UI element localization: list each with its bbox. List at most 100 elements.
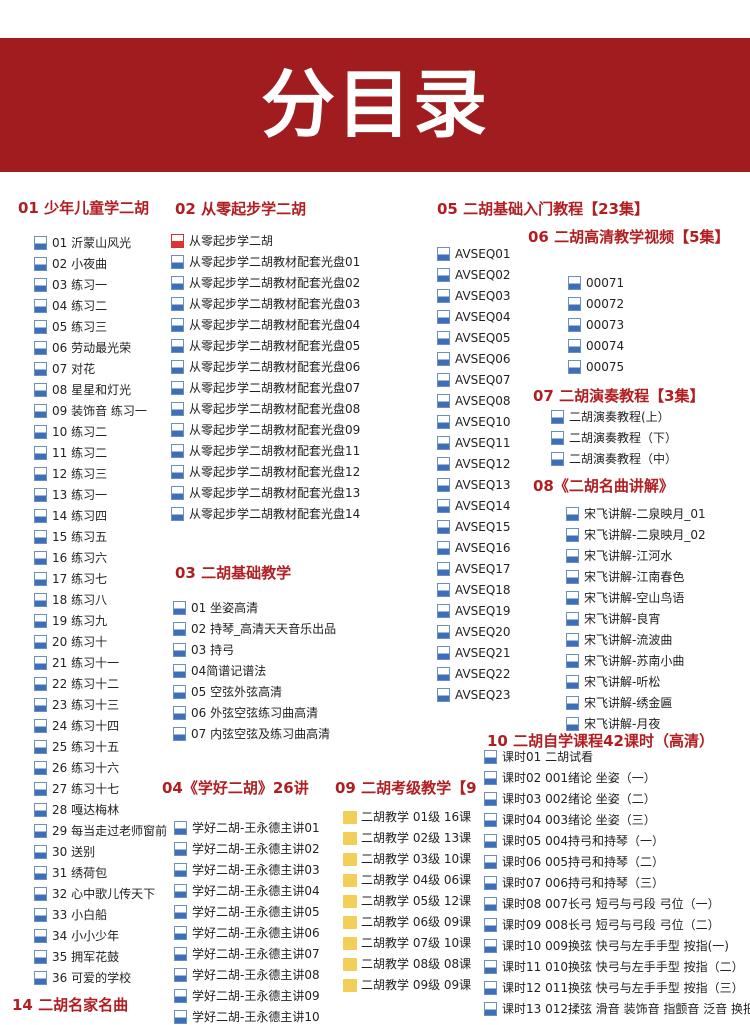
file-icon <box>437 415 450 429</box>
file-icon <box>566 696 579 710</box>
file-name: 30 送别 <box>52 845 96 859</box>
file-name: 07 内弦空弦及练习曲高清 <box>191 727 331 741</box>
file-name: 18 练习八 <box>52 593 108 607</box>
file-icon <box>34 572 47 586</box>
file-name: 17 练习七 <box>52 572 108 586</box>
file-icon <box>34 929 47 943</box>
banner <box>0 38 750 172</box>
file-name: 学好二胡-王永德主讲06 <box>192 926 320 940</box>
file-icon <box>437 667 450 681</box>
file-name: 00071 <box>586 276 625 290</box>
file-name: 从零起步学二胡教材配套光盘02 <box>189 276 361 290</box>
file-icon <box>34 950 47 964</box>
file-name: 二胡教学 08级 08课 <box>361 957 472 971</box>
file-name: 二胡教学 02级 13课 <box>361 831 472 845</box>
file-icon <box>34 404 47 418</box>
file-name: 宋飞讲解-听松 <box>584 675 661 689</box>
file-name: 学好二胡-王永德主讲09 <box>192 989 320 1003</box>
file-icon <box>484 918 497 932</box>
file-icon <box>34 299 47 313</box>
file-icon <box>437 247 450 261</box>
file-icon <box>171 381 184 395</box>
file-icon <box>174 926 187 940</box>
file-icon <box>171 507 184 521</box>
file-name: AVSEQ13 <box>455 478 511 492</box>
section-heading: 06 二胡高清教学视频【5集】 <box>528 228 730 246</box>
file-name: 20 练习十 <box>52 635 108 649</box>
file-icon <box>174 1010 187 1024</box>
file-icon <box>34 467 47 481</box>
file-icon <box>484 1002 497 1016</box>
file-name: 27 练习十七 <box>52 782 120 796</box>
file-name: 课时11 010换弦 快弓与左手手型 按指（二） <box>502 960 744 974</box>
file-icon <box>34 908 47 922</box>
file-icon <box>484 750 497 764</box>
section-heading: 01 少年儿童学二胡 <box>18 199 150 217</box>
file-name: 07 对花 <box>52 362 96 376</box>
file-name: 06 劳动最光荣 <box>52 341 132 355</box>
file-icon <box>437 541 450 555</box>
file-icon <box>34 236 47 250</box>
file-icon <box>343 811 357 824</box>
file-icon <box>484 939 497 953</box>
file-name: 29 每当走过老师窗前 <box>52 824 168 838</box>
file-name: 00073 <box>586 318 625 332</box>
file-icon <box>34 845 47 859</box>
file-name: 学好二胡-王永德主讲02 <box>192 842 320 856</box>
file-name: 二胡教学 09级 09课 <box>361 978 472 992</box>
file-name: AVSEQ12 <box>455 457 511 471</box>
file-name: 宋飞讲解-江河水 <box>584 549 673 563</box>
file-name: 二胡教学 06级 09课 <box>361 915 472 929</box>
file-name: 24 练习十四 <box>52 719 120 733</box>
section-heading: 14 二胡名家名曲 <box>12 996 129 1014</box>
file-name: 课时10 009换弦 快弓与左手手型 按指(一) <box>502 939 729 953</box>
file-icon <box>484 876 497 890</box>
file-icon <box>551 431 564 445</box>
file-icon <box>173 685 186 699</box>
file-icon <box>34 446 47 460</box>
file-icon <box>437 688 450 702</box>
file-name: 从零起步学二胡教材配套光盘07 <box>189 381 361 395</box>
section-heading: 02 从零起步学二胡 <box>175 200 307 218</box>
file-name: AVSEQ08 <box>455 394 511 408</box>
file-icon <box>568 297 581 311</box>
file-name: 04简谱记谱法 <box>191 664 267 678</box>
file-icon <box>173 727 186 741</box>
file-icon <box>566 549 579 563</box>
file-name: 从零起步学二胡教材配套光盘12 <box>189 465 361 479</box>
file-icon <box>174 821 187 835</box>
file-icon <box>343 937 357 950</box>
file-name: 02 小夜曲 <box>52 257 108 271</box>
file-icon <box>34 341 47 355</box>
file-icon <box>171 486 184 500</box>
file-name: 宋飞讲解-绣金匾 <box>584 696 673 710</box>
file-icon <box>171 423 184 437</box>
file-icon <box>566 654 579 668</box>
file-icon <box>34 782 47 796</box>
file-name: 26 练习十六 <box>52 761 120 775</box>
file-name: 21 练习十一 <box>52 656 120 670</box>
file-name: 31 绣荷包 <box>52 866 108 880</box>
file-name: 16 练习六 <box>52 551 108 565</box>
file-name: 学好二胡-王永德主讲01 <box>192 821 320 835</box>
file-icon <box>437 289 450 303</box>
file-name: AVSEQ11 <box>455 436 511 450</box>
file-icon <box>484 960 497 974</box>
file-name: 课时01 二胡试看 <box>502 750 594 764</box>
section-heading: 10 二胡自学课程42课时（高清） <box>487 732 714 750</box>
file-icon <box>171 255 184 269</box>
file-icon <box>171 402 184 416</box>
file-name: 14 练习四 <box>52 509 108 523</box>
file-name: 00074 <box>586 339 625 353</box>
file-name: 34 小小少年 <box>52 929 120 943</box>
file-icon <box>566 570 579 584</box>
file-name: 二胡演奏教程（下） <box>569 431 678 445</box>
file-icon <box>484 834 497 848</box>
section-heading: 03 二胡基础教学 <box>175 564 292 582</box>
file-icon <box>437 646 450 660</box>
file-icon <box>171 444 184 458</box>
file-name: 课时07 006持弓和持琴（三） <box>502 876 664 890</box>
file-name: 课时13 012揉弦 滑音 装饰音 指颤音 泛音 换把 <box>502 1002 750 1016</box>
file-icon <box>171 297 184 311</box>
file-icon <box>34 803 47 817</box>
